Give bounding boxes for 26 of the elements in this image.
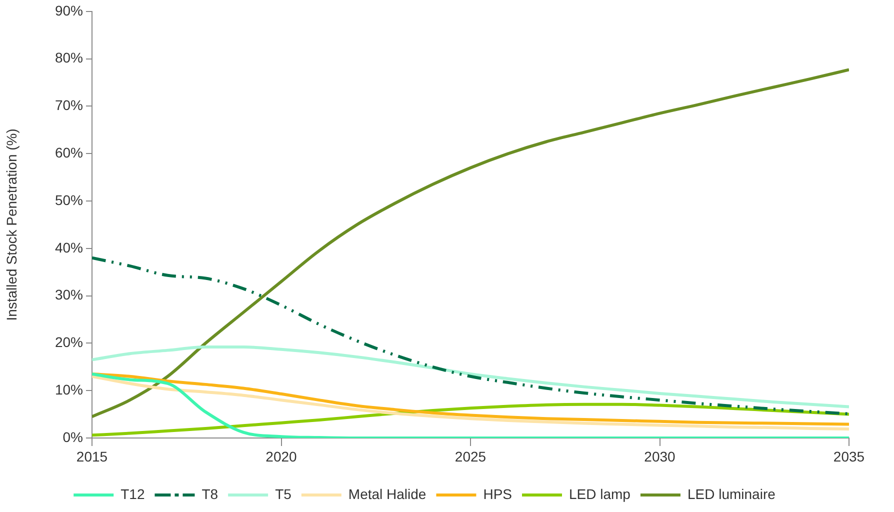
y-tick-label: 70% — [54, 97, 83, 114]
x-tick-label: 2020 — [266, 448, 298, 464]
line-series — [92, 345, 849, 408]
x-tick-label: 2030 — [644, 448, 676, 464]
x-tick-label: 2025 — [454, 448, 486, 464]
y-tick-label: 60% — [54, 144, 83, 160]
y-tick-label: 80% — [54, 50, 83, 66]
y-tick-label: 0% — [62, 428, 83, 445]
y-axis-title: Installed Stock Penetration (%) — [3, 128, 20, 321]
y-tick-label: 40% — [54, 239, 83, 256]
legend-label: LED luminaire — [687, 486, 776, 502]
legend-label: LED lamp — [569, 486, 631, 502]
y-tick-label: 30% — [54, 286, 83, 303]
y-tick-label: 50% — [54, 192, 83, 208]
x-tick-label: 2015 — [76, 448, 108, 464]
y-tick-label: 20% — [54, 334, 83, 350]
line-series — [92, 256, 849, 416]
y-tick-label: 90% — [54, 2, 83, 18]
legend-label: T8 — [202, 486, 218, 502]
x-tick-label: 2035 — [833, 448, 865, 464]
legend-label: HPS — [483, 486, 512, 502]
legend-label: Metal Halide — [348, 486, 426, 502]
y-tick-label: 10% — [54, 381, 83, 398]
legend-label: T5 — [275, 486, 292, 502]
line-series — [92, 68, 849, 418]
legend-label: T12 — [120, 486, 145, 502]
